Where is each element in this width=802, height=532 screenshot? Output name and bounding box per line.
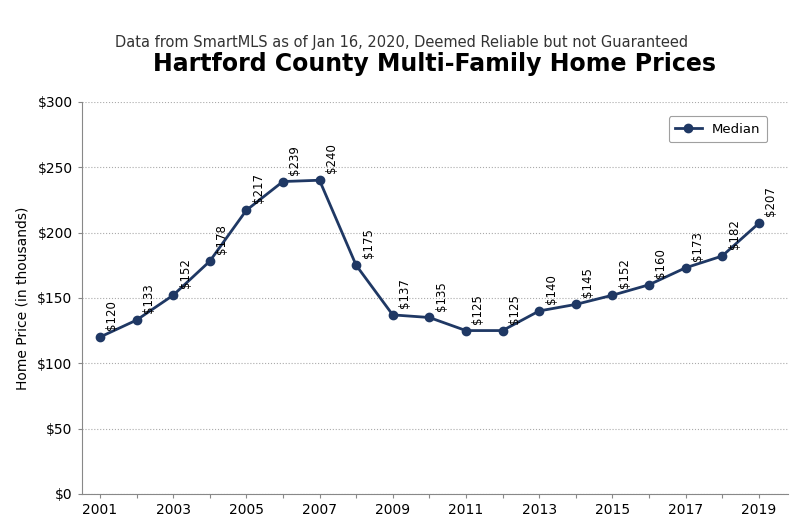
Text: $240: $240 [325,144,338,173]
Median [716,253,726,259]
Median [241,207,251,213]
Text: $182: $182 [727,219,739,249]
Median [95,334,104,340]
Text: $178: $178 [215,225,228,254]
Median [168,292,178,298]
Title: Hartford County Multi-Family Home Prices: Hartford County Multi-Family Home Prices [153,52,715,76]
Line: Median: Median [95,176,762,341]
Median [607,292,617,298]
Text: Data from SmartMLS as of Jan 16, 2020, Deemed Reliable but not Guaranteed: Data from SmartMLS as of Jan 16, 2020, D… [115,35,687,49]
Median [570,301,580,307]
Text: $140: $140 [544,274,557,304]
Text: $133: $133 [142,284,155,313]
Text: $137: $137 [398,278,411,308]
Median [533,308,543,314]
Text: $160: $160 [654,248,666,278]
Median [643,281,653,288]
Text: $173: $173 [691,231,703,261]
Text: $145: $145 [581,268,593,297]
Text: $152: $152 [617,259,630,288]
Legend: Median: Median [668,116,767,143]
Text: $207: $207 [764,187,776,217]
Text: $175: $175 [361,228,375,258]
Text: $239: $239 [288,145,301,174]
Text: $152: $152 [179,259,192,288]
Text: $125: $125 [508,294,520,323]
Text: $120: $120 [105,300,119,330]
Median [497,327,507,334]
Median [314,177,324,184]
Text: $217: $217 [252,173,265,203]
Median [350,262,360,269]
Median [424,314,434,321]
Text: $135: $135 [435,281,448,311]
Y-axis label: Home Price (in thousands): Home Price (in thousands) [15,206,29,389]
Median [753,220,763,227]
Median [460,327,470,334]
Median [680,264,690,271]
Text: $125: $125 [471,294,484,323]
Median [132,317,141,323]
Median [277,178,287,185]
Median [205,258,214,264]
Median [387,312,397,318]
